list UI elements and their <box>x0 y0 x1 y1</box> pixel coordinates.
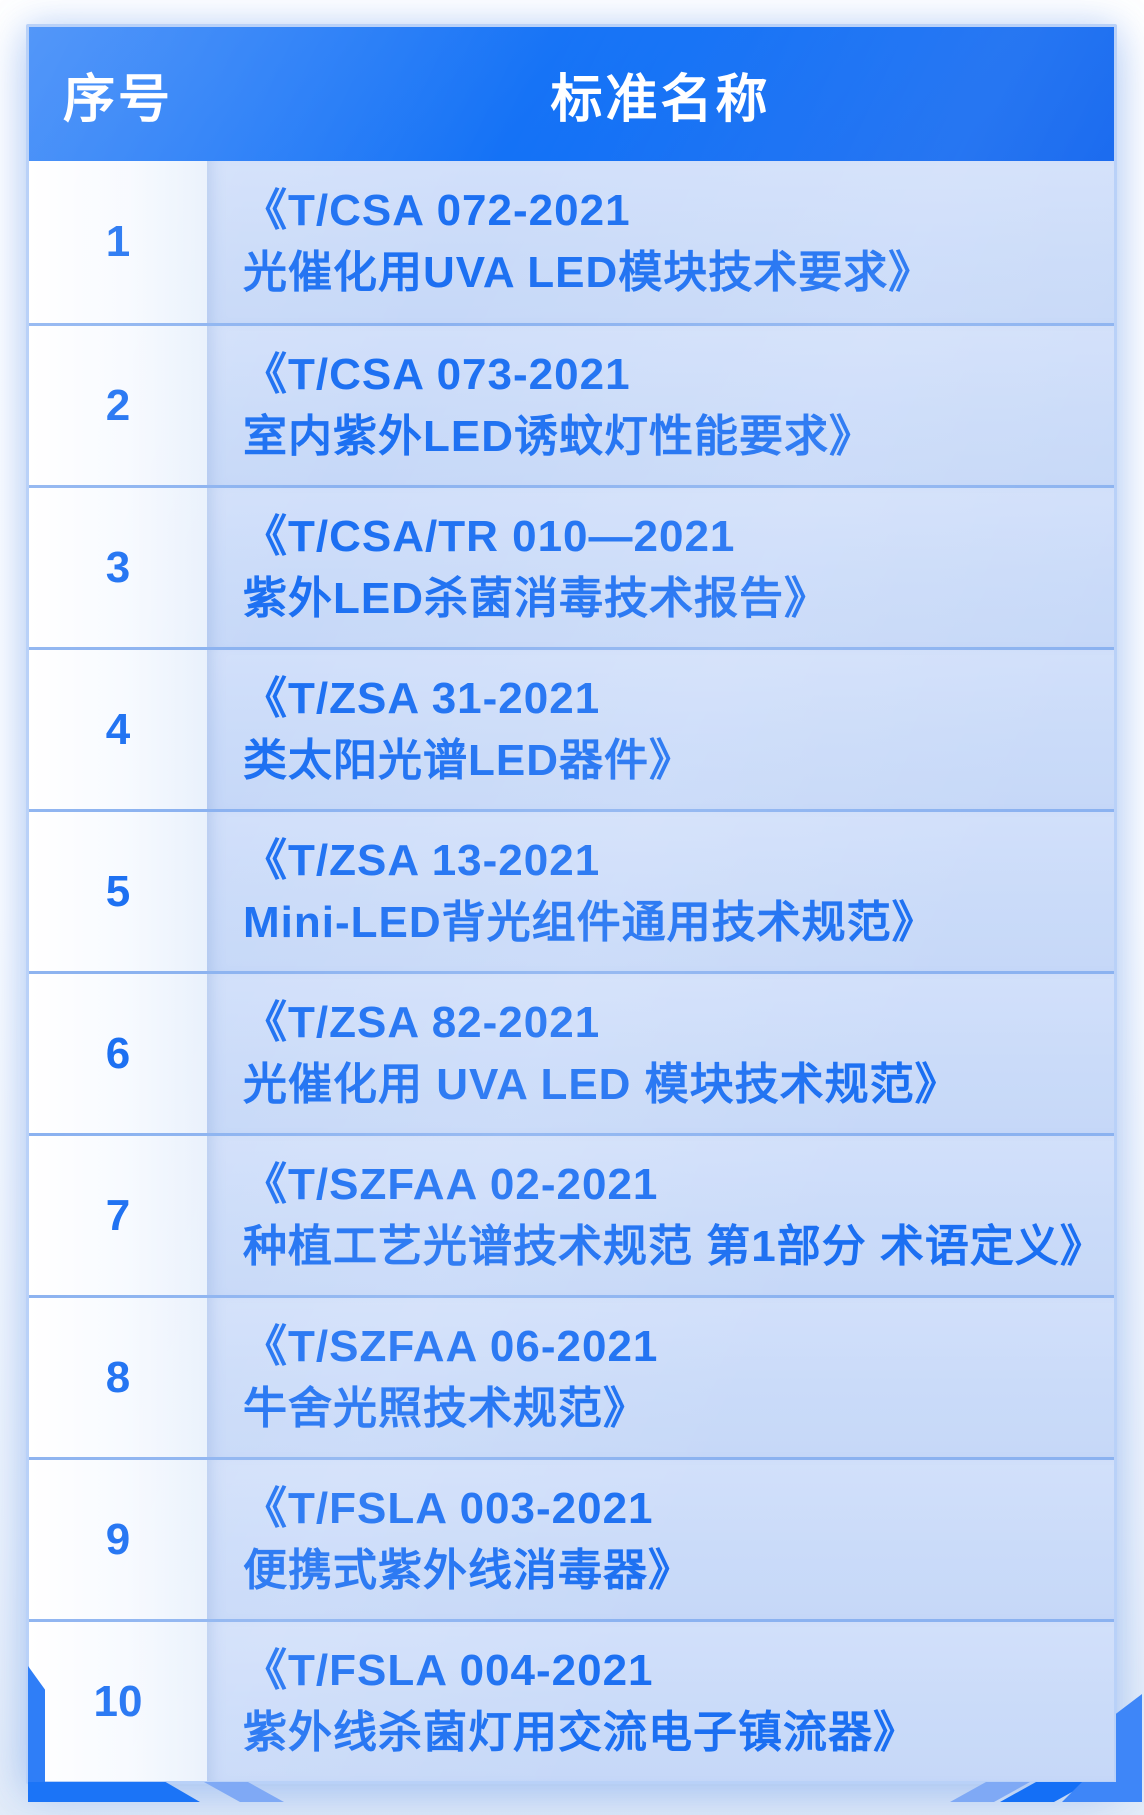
standard-code: 《T/SZFAA 06-2021 <box>243 1321 659 1371</box>
standard-code: 《T/CSA/TR 010—2021 <box>243 511 736 561</box>
standard-name-cell: 《T/SZFAA 02-2021 种植工艺光谱技术规范 第1部分 术语定义》 <box>207 1136 1114 1295</box>
standard-name-cell: 《T/FSLA 003-2021 便携式紫外线消毒器》 <box>207 1460 1114 1619</box>
standard-name-cell: 《T/CSA/TR 010—2021 紫外LED杀菌消毒技术报告》 <box>207 488 1114 647</box>
row-index: 4 <box>29 650 207 809</box>
standards-table: 序号 标准名称 1 《T/CSA 072-2021 光催化用UVA LED模块技… <box>26 24 1117 1784</box>
table-body: 1 《T/CSA 072-2021 光催化用UVA LED模块技术要求》 2 《… <box>29 161 1114 1781</box>
table-row: 9 《T/FSLA 003-2021 便携式紫外线消毒器》 <box>29 1457 1114 1619</box>
row-index: 1 <box>29 161 207 323</box>
pedestal-corner-right <box>1062 1782 1142 1802</box>
standard-code: 《T/ZSA 82-2021 <box>243 997 601 1047</box>
table-row: 8 《T/SZFAA 06-2021 牛舍光照技术规范》 <box>29 1295 1114 1457</box>
standard-title: 紫外线杀菌灯用交流电子镇流器》 <box>243 1707 918 1757</box>
table-row: 4 《T/ZSA 31-2021 类太阳光谱LED器件》 <box>29 647 1114 809</box>
row-index: 8 <box>29 1298 207 1457</box>
pedestal-right-side <box>1116 1694 1142 1784</box>
table-row: 2 《T/CSA 073-2021 室内紫外LED诱蚊灯性能要求》 <box>29 323 1114 485</box>
standard-title: Mini-LED背光组件通用技术规范》 <box>243 897 937 947</box>
pedestal-base-left-light <box>204 1782 284 1802</box>
standard-code: 《T/FSLA 003-2021 <box>243 1483 654 1533</box>
standard-code: 《T/FSLA 004-2021 <box>243 1645 654 1695</box>
row-index: 7 <box>29 1136 207 1295</box>
row-index: 5 <box>29 812 207 971</box>
standard-name-cell: 《T/ZSA 13-2021 Mini-LED背光组件通用技术规范》 <box>207 812 1114 971</box>
standard-code: 《T/SZFAA 02-2021 <box>243 1159 659 1209</box>
standard-code: 《T/ZSA 13-2021 <box>243 835 601 885</box>
standard-code: 《T/CSA 073-2021 <box>243 349 631 399</box>
col-header-index: 序号 <box>62 70 173 129</box>
table-row: 3 《T/CSA/TR 010—2021 紫外LED杀菌消毒技术报告》 <box>29 485 1114 647</box>
row-index: 3 <box>29 488 207 647</box>
standard-title: 牛舍光照技术规范》 <box>243 1383 648 1433</box>
row-index: 9 <box>29 1460 207 1619</box>
table-row: 1 《T/CSA 072-2021 光催化用UVA LED模块技术要求》 <box>29 161 1114 323</box>
standard-title: 种植工艺光谱技术规范 第1部分 术语定义》 <box>243 1221 1105 1271</box>
row-index: 6 <box>29 974 207 1133</box>
pedestal-left-side <box>28 1666 45 1784</box>
standard-name-cell: 《T/ZSA 31-2021 类太阳光谱LED器件》 <box>207 650 1114 809</box>
table-row: 6 《T/ZSA 82-2021 光催化用 UVA LED 模块技术规范》 <box>29 971 1114 1133</box>
standard-title: 室内紫外LED诱蚊灯性能要求》 <box>243 411 874 461</box>
standard-code: 《T/ZSA 31-2021 <box>243 673 601 723</box>
standard-title: 紫外LED杀菌消毒技术报告》 <box>243 573 829 623</box>
standard-name-cell: 《T/CSA 073-2021 室内紫外LED诱蚊灯性能要求》 <box>207 326 1114 485</box>
standard-title: 光催化用 UVA LED 模块技术规范》 <box>243 1059 960 1109</box>
col-header-standard-name: 标准名称 <box>550 70 771 129</box>
standard-name-cell: 《T/FSLA 004-2021 紫外线杀菌灯用交流电子镇流器》 <box>207 1622 1114 1781</box>
row-index: 10 <box>29 1622 207 1781</box>
standard-title: 便携式紫外线消毒器》 <box>243 1545 693 1595</box>
table-header-row: 序号 标准名称 <box>29 27 1114 161</box>
table-row: 10 《T/FSLA 004-2021 紫外线杀菌灯用交流电子镇流器》 <box>29 1619 1114 1781</box>
standard-name-cell: 《T/SZFAA 06-2021 牛舍光照技术规范》 <box>207 1298 1114 1457</box>
standard-name-cell: 《T/ZSA 82-2021 光催化用 UVA LED 模块技术规范》 <box>207 974 1114 1133</box>
pedestal-base-left-dark <box>28 1782 200 1802</box>
standard-name-cell: 《T/CSA 072-2021 光催化用UVA LED模块技术要求》 <box>207 161 1114 323</box>
row-index: 2 <box>29 326 207 485</box>
standard-title: 类太阳光谱LED器件》 <box>243 735 694 785</box>
table-row: 5 《T/ZSA 13-2021 Mini-LED背光组件通用技术规范》 <box>29 809 1114 971</box>
standard-code: 《T/CSA 072-2021 <box>243 186 631 235</box>
table-row: 7 《T/SZFAA 02-2021 种植工艺光谱技术规范 第1部分 术语定义》 <box>29 1133 1114 1295</box>
standard-title: 光催化用UVA LED模块技术要求》 <box>243 248 934 297</box>
